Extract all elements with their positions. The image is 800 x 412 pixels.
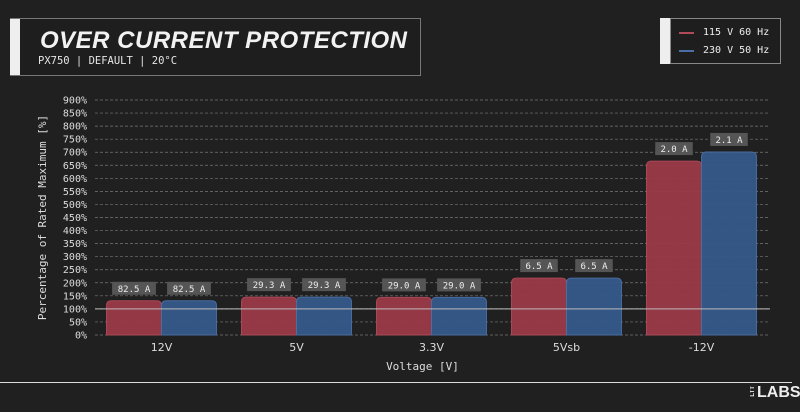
- chart-subtitle: PX750 | DEFAULT | 20°C: [38, 55, 178, 67]
- bar-115v: [511, 277, 567, 336]
- y-tick-label: 700%: [63, 148, 87, 159]
- legend-swatch-blue: [679, 49, 694, 52]
- y-tick-label: 500%: [63, 200, 87, 211]
- bar-230v: [701, 151, 757, 336]
- data-label: 29.0 A: [388, 281, 421, 291]
- data-label: 2.1 A: [715, 136, 743, 146]
- data-label: 6.5 A: [525, 262, 553, 272]
- data-label-bg: [167, 281, 211, 295]
- bar-230v: [431, 296, 487, 336]
- chart-title: OVER CURRENT PROTECTION: [40, 27, 408, 54]
- data-label: 6.5 A: [580, 262, 608, 272]
- bar-230v: [296, 296, 352, 336]
- data-label-bg: [302, 278, 346, 292]
- data-label-bg: [520, 259, 558, 273]
- legend-accent-bar: [660, 18, 670, 64]
- x-tick-label: 12V: [151, 341, 173, 354]
- data-label-bg: [575, 259, 613, 273]
- data-label: 82.5 A: [118, 285, 151, 295]
- x-axis-label: Voltage [V]: [386, 360, 459, 373]
- x-tick-label: 5Vsb: [553, 341, 580, 354]
- data-label: 29.3 A: [308, 281, 341, 291]
- y-axis-label: Percentage of Rated Maximum [%]: [36, 115, 49, 320]
- y-tick-label: 850%: [63, 109, 87, 120]
- y-tick-label: 600%: [63, 174, 87, 185]
- bar-115v: [376, 296, 432, 336]
- data-label: 29.0 A: [443, 281, 476, 291]
- y-tick-label: 800%: [63, 122, 87, 133]
- bar-115v: [241, 296, 297, 336]
- y-tick-label: 300%: [63, 252, 87, 263]
- data-label-bg: [437, 278, 481, 292]
- y-tick-label: 450%: [63, 213, 87, 224]
- y-tick-label: 550%: [63, 187, 87, 198]
- y-tick-label: 150%: [63, 291, 87, 302]
- data-label: 29.3 A: [253, 281, 286, 291]
- legend-label: 115 V 60 Hz: [703, 27, 770, 38]
- x-tick-label: 5V: [289, 341, 304, 354]
- y-tick-label: 200%: [63, 278, 87, 289]
- legend-swatch-red: [679, 31, 694, 34]
- x-tick-label: -12V: [689, 341, 715, 354]
- bar-115v: [106, 300, 162, 336]
- title-accent-bar: [10, 19, 20, 75]
- footer-divider: [0, 382, 792, 383]
- data-label: 2.0 A: [660, 145, 688, 155]
- y-tick-label: 250%: [63, 265, 87, 276]
- legend-item-230v: 230 V 50 Hz: [679, 45, 769, 56]
- data-label: 82.5 A: [173, 285, 206, 295]
- y-tick-label: 650%: [63, 161, 87, 172]
- data-label-bg: [247, 278, 291, 292]
- y-tick-label: 900%: [63, 96, 87, 107]
- bar-230v: [161, 300, 217, 336]
- y-tick-label: 50%: [69, 317, 87, 328]
- ltt-labs-logo: LTTLABS: [750, 384, 800, 401]
- data-label-bg: [655, 142, 693, 156]
- bar-230v: [566, 277, 622, 336]
- y-tick-label: 400%: [63, 226, 87, 237]
- y-tick-label: 750%: [63, 135, 87, 146]
- legend-label: 230 V 50 Hz: [703, 45, 770, 56]
- y-tick-label: 100%: [63, 304, 87, 315]
- x-tick-label: 3.3V: [419, 341, 444, 354]
- legend-item-115v: 115 V 60 Hz: [679, 27, 769, 38]
- title-box: OVER CURRENT PROTECTION PX750 | DEFAULT …: [10, 18, 421, 76]
- data-label-bg: [710, 132, 748, 146]
- data-label-bg: [112, 281, 156, 295]
- y-tick-label: 0%: [75, 331, 87, 342]
- y-tick-label: 350%: [63, 239, 87, 250]
- data-label-bg: [382, 278, 426, 292]
- legend: 115 V 60 Hz 230 V 50 Hz: [660, 18, 781, 64]
